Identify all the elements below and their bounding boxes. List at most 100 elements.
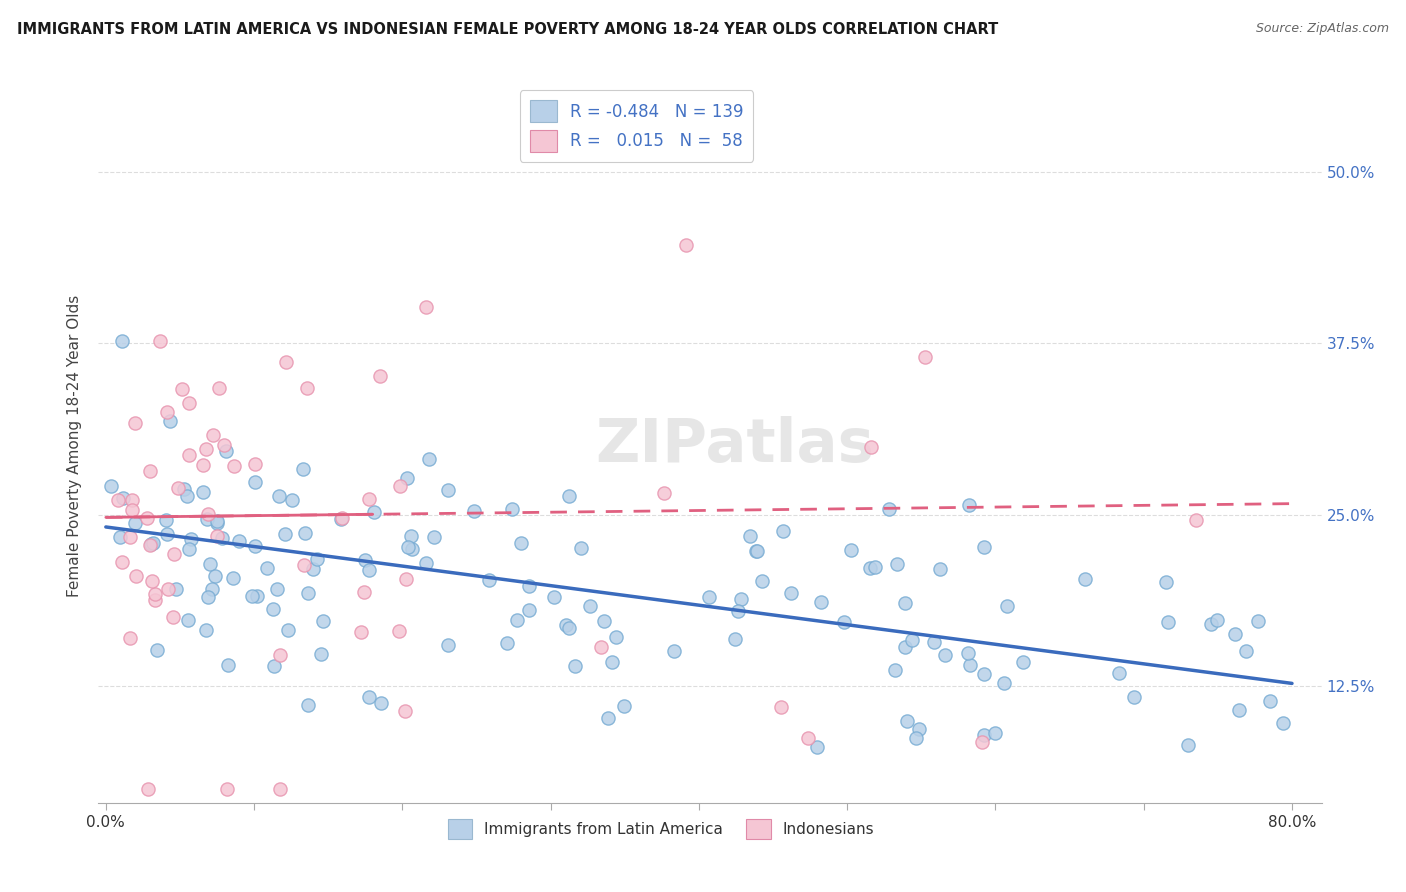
Point — [266, 582, 288, 597]
Point — [832, 615, 855, 629]
Point — [543, 590, 565, 604]
Point — [675, 238, 697, 252]
Point — [297, 585, 319, 599]
Point — [973, 666, 995, 681]
Point — [914, 350, 936, 364]
Point — [354, 552, 377, 566]
Point — [751, 574, 773, 588]
Point — [884, 663, 907, 677]
Point — [136, 782, 159, 797]
Point — [973, 540, 995, 554]
Point — [396, 471, 419, 485]
Point — [157, 582, 180, 597]
Point — [908, 722, 931, 736]
Point — [1260, 694, 1282, 708]
Point — [330, 511, 353, 525]
Point — [292, 558, 315, 572]
Point — [201, 582, 224, 596]
Point — [350, 624, 373, 639]
Point — [613, 699, 636, 714]
Point — [973, 728, 995, 742]
Point — [118, 632, 141, 646]
Point — [418, 452, 440, 467]
Point — [745, 544, 768, 558]
Point — [212, 438, 235, 452]
Point — [165, 582, 187, 597]
Point — [1223, 626, 1246, 640]
Point — [193, 485, 215, 500]
Point — [896, 714, 918, 728]
Point — [139, 464, 162, 478]
Point — [246, 589, 269, 603]
Point — [180, 533, 202, 547]
Point — [957, 498, 980, 512]
Point — [860, 440, 883, 454]
Point — [593, 614, 616, 628]
Point — [177, 613, 200, 627]
Point — [120, 530, 142, 544]
Point — [294, 525, 316, 540]
Point — [922, 635, 945, 649]
Point — [166, 481, 188, 495]
Point — [993, 676, 1015, 690]
Point — [177, 542, 200, 557]
Point — [770, 699, 793, 714]
Point — [959, 657, 981, 672]
Point — [368, 368, 391, 383]
Point — [139, 538, 162, 552]
Point — [215, 782, 238, 797]
Point — [1154, 575, 1177, 590]
Point — [172, 382, 194, 396]
Point — [699, 590, 721, 604]
Point — [797, 731, 820, 745]
Point — [263, 658, 285, 673]
Point — [863, 560, 886, 574]
Point — [662, 643, 685, 657]
Point — [124, 569, 146, 583]
Point — [121, 492, 143, 507]
Point — [295, 381, 318, 395]
Point — [557, 489, 579, 503]
Point — [277, 623, 299, 637]
Point — [1123, 690, 1146, 704]
Point — [155, 513, 177, 527]
Point — [571, 541, 593, 555]
Point — [652, 486, 675, 500]
Point — [256, 561, 278, 575]
Point — [274, 355, 297, 369]
Point — [727, 604, 749, 618]
Point — [501, 502, 523, 516]
Point — [396, 540, 419, 554]
Point — [135, 511, 157, 525]
Point — [859, 561, 882, 575]
Point — [1271, 715, 1294, 730]
Y-axis label: Female Poverty Among 18-24 Year Olds: Female Poverty Among 18-24 Year Olds — [67, 295, 83, 597]
Point — [772, 524, 794, 539]
Point — [302, 562, 325, 576]
Point — [517, 603, 540, 617]
Point — [198, 557, 221, 571]
Point — [1205, 613, 1227, 627]
Point — [934, 648, 956, 662]
Point — [110, 530, 132, 544]
Point — [839, 543, 862, 558]
Point — [111, 555, 134, 569]
Point — [107, 492, 129, 507]
Point — [307, 552, 329, 566]
Point — [163, 547, 186, 561]
Point — [222, 571, 245, 585]
Point — [159, 414, 181, 428]
Point — [195, 442, 218, 457]
Point — [273, 526, 295, 541]
Point — [395, 572, 418, 586]
Point — [437, 638, 460, 652]
Point — [806, 739, 828, 754]
Point — [589, 640, 612, 654]
Point — [330, 512, 353, 526]
Legend: Immigrants from Latin America, Indonesians: Immigrants from Latin America, Indonesia… — [441, 814, 880, 845]
Point — [894, 640, 917, 655]
Point — [141, 537, 163, 551]
Point — [437, 483, 460, 497]
Point — [894, 597, 917, 611]
Point — [156, 526, 179, 541]
